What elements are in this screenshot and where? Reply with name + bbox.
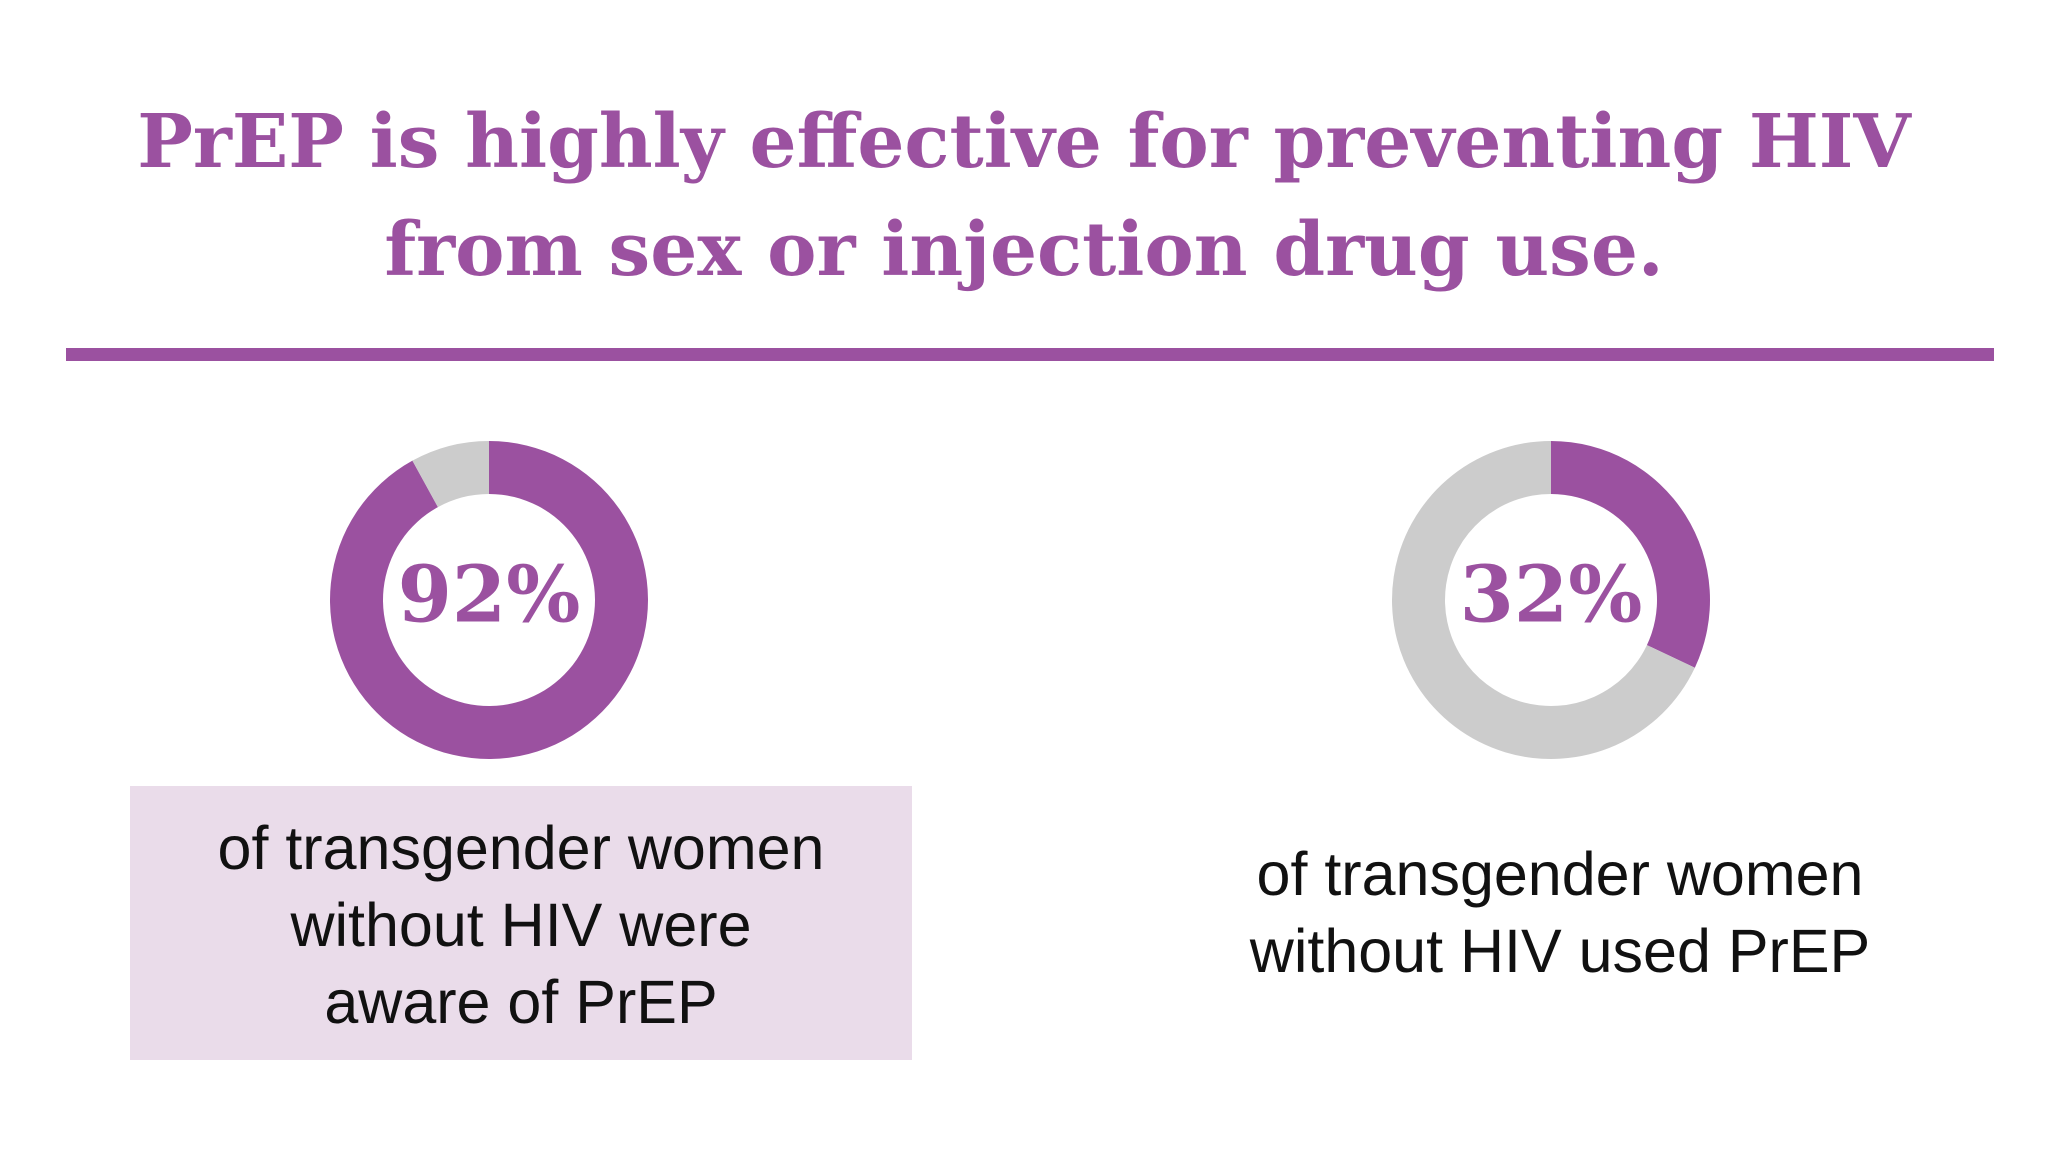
donut-chart-awareness: 92% — [330, 441, 648, 759]
caption-line: of transgender women — [217, 814, 825, 882]
page-title: PrEP is highly effective for preventing … — [0, 88, 2048, 304]
caption-line: of transgender women — [1256, 840, 1864, 908]
caption-awareness: of transgender women without HIV were aw… — [130, 786, 912, 1060]
donut-slice-value — [330, 441, 648, 759]
donut-slice-value — [1551, 441, 1710, 668]
divider — [66, 348, 1994, 361]
caption-line: without HIV were — [290, 891, 752, 959]
title-line-1: PrEP is highly effective for preventing … — [137, 99, 1911, 185]
donut-slice-remainder — [412, 441, 489, 508]
percent-label-awareness: 92% — [398, 550, 581, 641]
donut-slice-remainder — [1392, 441, 1695, 759]
caption-usage: of transgender women without HIV used Pr… — [1180, 836, 1940, 990]
title-line-2: from sex or injection drug use. — [384, 207, 1664, 293]
caption-line: aware of PrEP — [324, 968, 718, 1036]
caption-line: without HIV used PrEP — [1249, 917, 1871, 985]
percent-label-usage: 32% — [1460, 550, 1643, 641]
donut-chart-usage: 32% — [1392, 441, 1710, 759]
